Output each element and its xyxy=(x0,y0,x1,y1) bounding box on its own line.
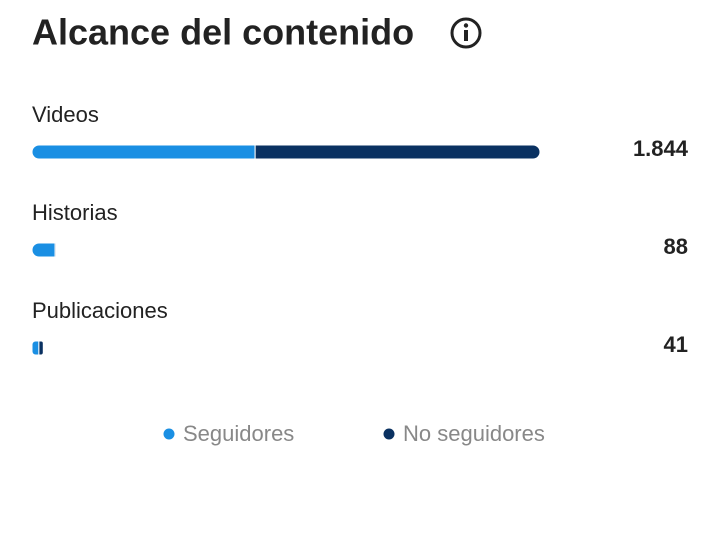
category-label: Videos xyxy=(32,102,99,127)
bar-segment xyxy=(31,242,56,258)
legend-label: No seguidores xyxy=(403,421,545,446)
bar-segment xyxy=(254,144,541,160)
chart-title: Alcance del contenido xyxy=(32,12,414,53)
bar-segment xyxy=(54,242,57,258)
bar-segment xyxy=(38,340,44,356)
bar-segment xyxy=(31,144,256,160)
legend-marker xyxy=(383,428,395,440)
total-label: 88 xyxy=(664,234,688,259)
category-label: Historias xyxy=(32,200,118,225)
legend-marker xyxy=(163,428,175,440)
total-label: 1.844 xyxy=(633,136,689,161)
category-label: Publicaciones xyxy=(32,298,168,323)
total-label: 41 xyxy=(664,332,688,357)
bar-segment xyxy=(31,340,40,356)
legend-label: Seguidores xyxy=(183,421,294,446)
info-icon[interactable] xyxy=(450,17,482,49)
